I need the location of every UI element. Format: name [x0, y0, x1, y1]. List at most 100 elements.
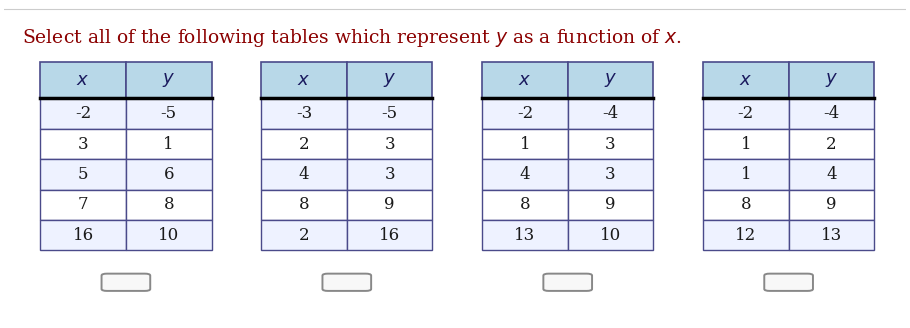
Text: $x$: $x$ — [519, 71, 531, 89]
Text: -4: -4 — [602, 105, 619, 122]
Text: 13: 13 — [821, 227, 842, 244]
FancyBboxPatch shape — [482, 220, 568, 250]
Text: $y$: $y$ — [383, 71, 396, 89]
Text: 3: 3 — [605, 135, 616, 153]
Text: 9: 9 — [826, 196, 836, 213]
FancyBboxPatch shape — [482, 190, 568, 220]
FancyBboxPatch shape — [703, 62, 789, 98]
FancyBboxPatch shape — [703, 220, 789, 250]
FancyBboxPatch shape — [126, 62, 211, 98]
FancyBboxPatch shape — [126, 159, 211, 190]
FancyBboxPatch shape — [40, 98, 126, 129]
FancyBboxPatch shape — [261, 62, 347, 98]
Text: 8: 8 — [520, 196, 531, 213]
Text: 9: 9 — [384, 196, 395, 213]
Text: 3: 3 — [77, 135, 88, 153]
Text: Select all of the following tables which represent $y$ as a function of $x$.: Select all of the following tables which… — [22, 27, 682, 49]
Text: $x$: $x$ — [298, 71, 310, 89]
FancyBboxPatch shape — [482, 129, 568, 159]
Text: 2: 2 — [298, 227, 309, 244]
FancyBboxPatch shape — [261, 98, 347, 129]
Text: 16: 16 — [73, 227, 94, 244]
Text: $y$: $y$ — [824, 71, 838, 89]
FancyBboxPatch shape — [543, 274, 592, 291]
FancyBboxPatch shape — [40, 62, 126, 98]
FancyBboxPatch shape — [347, 190, 432, 220]
Text: 4: 4 — [520, 166, 531, 183]
Text: -5: -5 — [381, 105, 398, 122]
FancyBboxPatch shape — [568, 98, 653, 129]
FancyBboxPatch shape — [568, 62, 653, 98]
FancyBboxPatch shape — [347, 159, 432, 190]
FancyBboxPatch shape — [40, 190, 126, 220]
Text: 3: 3 — [384, 166, 395, 183]
Text: -2: -2 — [517, 105, 533, 122]
FancyBboxPatch shape — [703, 98, 789, 129]
FancyBboxPatch shape — [322, 274, 371, 291]
FancyBboxPatch shape — [703, 190, 789, 220]
Text: $y$: $y$ — [604, 71, 617, 89]
Text: 8: 8 — [298, 196, 309, 213]
Text: 2: 2 — [298, 135, 309, 153]
Text: 1: 1 — [520, 135, 531, 153]
FancyBboxPatch shape — [789, 98, 875, 129]
FancyBboxPatch shape — [482, 159, 568, 190]
FancyBboxPatch shape — [789, 62, 875, 98]
FancyBboxPatch shape — [126, 220, 211, 250]
Text: 10: 10 — [600, 227, 622, 244]
FancyBboxPatch shape — [482, 62, 568, 98]
Text: -2: -2 — [75, 105, 91, 122]
FancyBboxPatch shape — [789, 220, 875, 250]
Text: 10: 10 — [158, 227, 179, 244]
FancyBboxPatch shape — [261, 220, 347, 250]
FancyBboxPatch shape — [703, 129, 789, 159]
Text: -5: -5 — [161, 105, 177, 122]
Text: 9: 9 — [605, 196, 616, 213]
FancyBboxPatch shape — [102, 274, 150, 291]
Text: $x$: $x$ — [739, 71, 753, 89]
Text: 8: 8 — [741, 196, 751, 213]
Text: 2: 2 — [826, 135, 837, 153]
FancyBboxPatch shape — [126, 190, 211, 220]
Text: $x$: $x$ — [76, 71, 90, 89]
FancyBboxPatch shape — [764, 274, 813, 291]
Text: 5: 5 — [78, 166, 88, 183]
FancyBboxPatch shape — [482, 98, 568, 129]
FancyBboxPatch shape — [789, 190, 875, 220]
Text: 4: 4 — [298, 166, 309, 183]
FancyBboxPatch shape — [261, 190, 347, 220]
Text: 1: 1 — [741, 166, 751, 183]
FancyBboxPatch shape — [568, 220, 653, 250]
FancyBboxPatch shape — [347, 62, 432, 98]
FancyBboxPatch shape — [789, 129, 875, 159]
Text: 3: 3 — [384, 135, 395, 153]
Text: -3: -3 — [296, 105, 312, 122]
Text: 1: 1 — [164, 135, 174, 153]
FancyBboxPatch shape — [40, 220, 126, 250]
FancyBboxPatch shape — [789, 159, 875, 190]
FancyBboxPatch shape — [40, 129, 126, 159]
Text: 3: 3 — [605, 166, 616, 183]
FancyBboxPatch shape — [40, 159, 126, 190]
FancyBboxPatch shape — [347, 129, 432, 159]
FancyBboxPatch shape — [568, 129, 653, 159]
Text: 4: 4 — [826, 166, 837, 183]
Text: 13: 13 — [514, 227, 535, 244]
Text: 8: 8 — [164, 196, 174, 213]
FancyBboxPatch shape — [261, 159, 347, 190]
Text: -4: -4 — [824, 105, 840, 122]
Text: 12: 12 — [735, 227, 756, 244]
Text: 6: 6 — [164, 166, 174, 183]
Text: -2: -2 — [738, 105, 753, 122]
FancyBboxPatch shape — [126, 98, 211, 129]
Text: 1: 1 — [741, 135, 751, 153]
FancyBboxPatch shape — [261, 129, 347, 159]
FancyBboxPatch shape — [568, 159, 653, 190]
Text: 16: 16 — [379, 227, 400, 244]
FancyBboxPatch shape — [126, 129, 211, 159]
FancyBboxPatch shape — [347, 98, 432, 129]
Text: $y$: $y$ — [162, 71, 176, 89]
FancyBboxPatch shape — [703, 159, 789, 190]
FancyBboxPatch shape — [347, 220, 432, 250]
FancyBboxPatch shape — [568, 190, 653, 220]
